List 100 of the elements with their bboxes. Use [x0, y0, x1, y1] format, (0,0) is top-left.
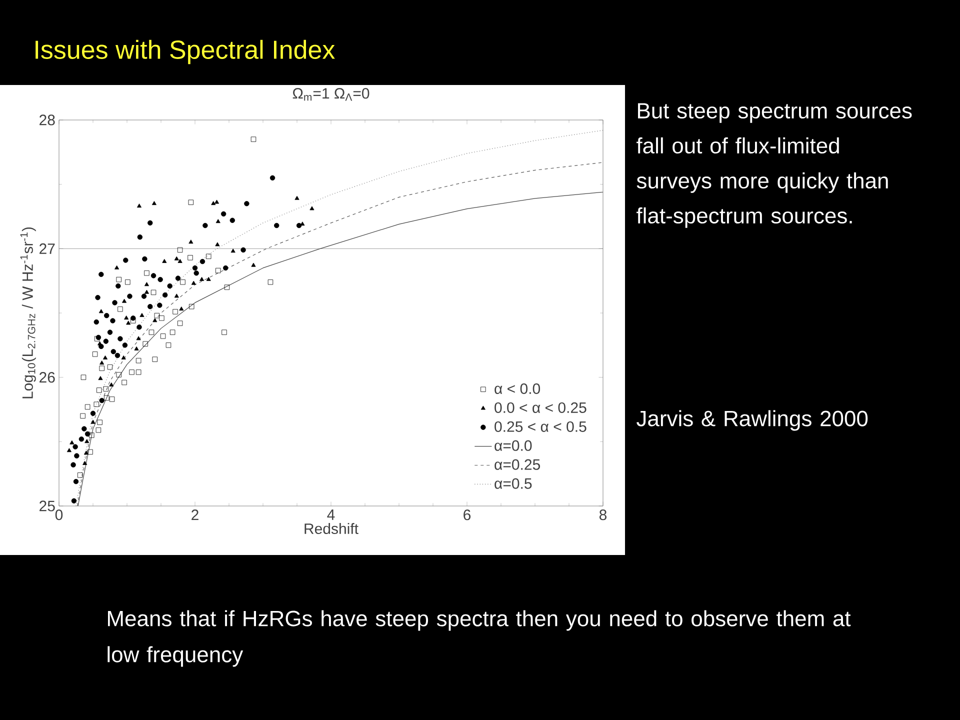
point: [124, 316, 129, 320]
point: [162, 292, 168, 298]
x-tick-label: 6: [464, 510, 471, 520]
point: [130, 318, 136, 324]
point: [142, 256, 148, 262]
point: [174, 294, 179, 298]
point: [220, 211, 226, 217]
point: [274, 222, 280, 228]
point: [84, 439, 90, 444]
point: [74, 453, 80, 458]
point: [72, 444, 78, 450]
point: [102, 355, 108, 360]
point: [188, 255, 193, 260]
point: [189, 304, 194, 310]
point: [73, 478, 79, 484]
point: [129, 370, 134, 375]
point: [216, 219, 220, 224]
point: [123, 258, 128, 263]
point: [152, 201, 156, 206]
point: [98, 309, 104, 314]
point: [177, 320, 183, 326]
point: [148, 304, 153, 310]
point: [94, 319, 99, 325]
point: [103, 386, 109, 392]
x-tick-label: 8: [599, 510, 607, 520]
point: [178, 258, 182, 263]
y-tick-label: 25: [40, 500, 55, 512]
text: Jarvis & Rawlings 2000: [636, 410, 868, 431]
legend-label: α < 0.0: [494, 383, 540, 394]
point: [251, 262, 256, 267]
point: [150, 273, 156, 278]
point: [170, 330, 176, 335]
point: [141, 294, 147, 299]
point: [152, 318, 158, 322]
point: [144, 290, 149, 294]
text: But steep spectrum sources fall out of flux-limited surveys more quicky than flat-spectrum sources.: [636, 103, 912, 228]
point: [107, 330, 113, 335]
point: [223, 265, 228, 271]
point: [84, 450, 88, 455]
point: [121, 355, 126, 360]
legend-label: 0.25 < α < 0.5: [494, 421, 586, 432]
point: [95, 294, 100, 300]
legend-label: α=0.25: [494, 459, 540, 470]
y-tick-label: 27: [40, 243, 55, 254]
point: [136, 336, 141, 340]
point: [96, 427, 102, 433]
point: [97, 420, 102, 425]
chart-title: Issues with Spectral Index: [36, 40, 335, 64]
text: Means that if HzRGs have steep spectra then you need to observe them at low frequency: [108, 610, 851, 667]
point: [118, 336, 123, 342]
point: [136, 204, 142, 208]
point: [98, 344, 104, 350]
point: [66, 448, 72, 452]
point: [202, 222, 208, 228]
point: [98, 376, 103, 380]
point: [136, 370, 142, 375]
point: [240, 247, 246, 253]
point: [224, 284, 230, 290]
point: [99, 366, 104, 371]
point: [157, 302, 162, 308]
point: [200, 276, 204, 281]
point: [116, 372, 122, 378]
point: [268, 280, 274, 285]
point: [126, 320, 131, 325]
point: [90, 420, 96, 424]
point: [90, 410, 96, 416]
x-axis-title: Redshift: [304, 523, 358, 534]
point: [148, 220, 153, 226]
point: [122, 298, 127, 303]
point: [109, 396, 115, 402]
point: [116, 276, 122, 282]
point: [104, 395, 110, 401]
point: [96, 388, 102, 393]
point: [270, 175, 276, 180]
point: [103, 338, 109, 344]
point: [191, 280, 196, 285]
point: [140, 312, 144, 317]
point: [109, 382, 114, 386]
point: [206, 254, 212, 259]
point: [310, 206, 314, 210]
point: [167, 283, 172, 289]
point: [154, 312, 160, 318]
point: [70, 462, 76, 468]
point: [110, 318, 116, 324]
point: [152, 356, 158, 362]
point: [78, 436, 84, 442]
point: [177, 247, 183, 253]
point: [230, 248, 236, 253]
point: [71, 498, 77, 504]
point: [172, 309, 178, 314]
point: [175, 276, 181, 281]
point: [294, 196, 300, 200]
point: [130, 316, 136, 321]
point: [194, 270, 199, 276]
point: [136, 358, 142, 364]
point: [84, 404, 90, 410]
point: [200, 258, 206, 264]
point: [296, 222, 302, 228]
point: [137, 234, 143, 240]
point: [180, 280, 186, 285]
